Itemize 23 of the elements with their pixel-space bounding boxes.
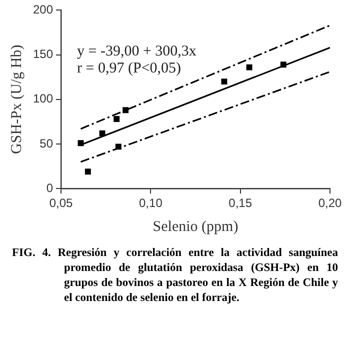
point: [114, 116, 120, 122]
point: [122, 107, 129, 114]
point: [115, 144, 122, 150]
x-tick-label: 0,10: [139, 196, 163, 210]
point: [280, 62, 286, 68]
x-tick-label: 0,15: [228, 196, 252, 210]
y-tick-label: 100: [32, 92, 54, 106]
annotation: y = -39,00 + 300,3x: [77, 44, 197, 60]
point: [78, 140, 84, 146]
annotation: r = 0,97 (P<0,05): [77, 60, 182, 77]
x-tick-label: 0,05: [49, 196, 74, 210]
point: [246, 64, 252, 70]
point: [84, 168, 91, 175]
y-tick-label: 150: [32, 47, 54, 62]
point: [221, 78, 228, 85]
y-tick-label: 200: [32, 2, 54, 17]
point: [99, 130, 106, 136]
x-tick-label: 0,20: [318, 196, 342, 210]
y-tick-label: 0: [46, 180, 54, 195]
caption: FIG. 4. Regresión y correlación entre la actividad sanguínea promedio de glutatión peroxidasa (GSH-Px) en 10 grupos de bovinos a pastoreo en la X Región de Chile y el contenido de selenio en el forraje.: [12, 246, 338, 306]
y-axis-title: GSH-Px (U/g Hb): [8, 44, 25, 154]
y-tick-label: 50: [40, 136, 54, 150]
x-axis-title: Selenio (ppm): [152, 218, 238, 235]
